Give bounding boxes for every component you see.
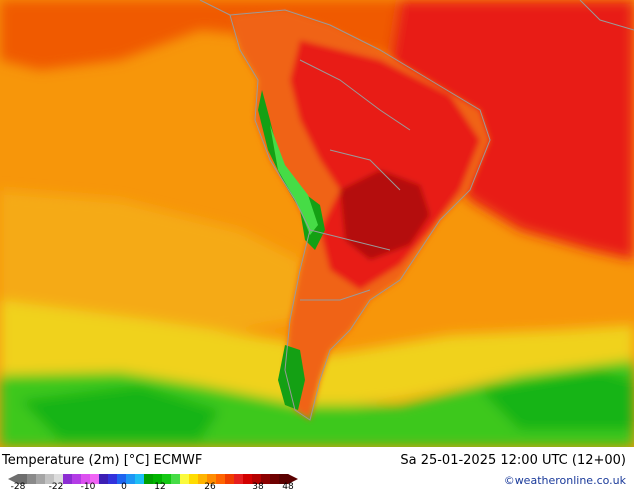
- scale-swatch: [216, 474, 226, 484]
- scale-tick-label: 38: [252, 482, 264, 492]
- temperature-map: [0, 0, 634, 447]
- scale-swatch: [45, 474, 55, 484]
- scale-swatch: [108, 474, 118, 484]
- valid-datetime: Sa 25-01-2025 12:00 UTC (12+00): [400, 453, 626, 468]
- color-scale-bar: [8, 474, 298, 484]
- scale-arrow-left: [8, 474, 18, 484]
- patagonia-cold: [278, 345, 305, 410]
- scale-swatch: [171, 474, 181, 484]
- scale-swatch: [117, 474, 127, 484]
- scale-swatch: [126, 474, 136, 484]
- andes-lighter-strip: [270, 125, 318, 235]
- scale-tick-label: 0: [121, 482, 127, 492]
- coastlines: [199, 0, 634, 421]
- scale-swatch: [135, 474, 145, 484]
- scale-tick-label: -10: [80, 482, 96, 492]
- pacific-cool-region: [0, 190, 300, 330]
- scale-swatch: [144, 474, 154, 484]
- scale-swatch: [63, 474, 73, 484]
- scale-swatch: [18, 474, 28, 484]
- south-colder-patches: [20, 370, 634, 440]
- scale-swatch: [243, 474, 253, 484]
- scale-swatch: [99, 474, 109, 484]
- scale-swatch: [270, 474, 280, 484]
- scale-swatch: [198, 474, 208, 484]
- scale-swatch: [27, 474, 37, 484]
- scale-swatch: [252, 474, 262, 484]
- atlantic-hot-region: [390, 0, 634, 260]
- scale-swatch: [90, 474, 100, 484]
- scale-swatch: [225, 474, 235, 484]
- map-title: Temperature (2m) [°C] ECMWF: [2, 453, 203, 468]
- copyright-link[interactable]: ©weatheronline.co.uk: [503, 474, 626, 487]
- scale-tick-label: 12: [154, 482, 166, 492]
- color-scale: [8, 471, 308, 490]
- scale-tick-label: 48: [282, 482, 294, 492]
- scale-swatch: [180, 474, 190, 484]
- scale-arrow-right: [288, 474, 298, 484]
- scale-swatch: [189, 474, 199, 484]
- scale-swatch: [207, 474, 217, 484]
- footer: Temperature (2m) [°C] ECMWF Sa 25-01-202…: [0, 447, 634, 492]
- scale-swatch: [153, 474, 163, 484]
- scale-swatch: [81, 474, 91, 484]
- hot-interior: [290, 40, 480, 290]
- scale-swatch: [72, 474, 82, 484]
- scale-tick-label: -28: [10, 482, 26, 492]
- scale-swatch: [261, 474, 271, 484]
- scale-swatch: [162, 474, 172, 484]
- hottest-core: [340, 170, 430, 260]
- scale-tick-label: -22: [48, 482, 64, 492]
- scale-swatch: [234, 474, 244, 484]
- scale-tick-label: 26: [204, 482, 216, 492]
- scale-swatch: [279, 474, 289, 484]
- scale-swatch: [54, 474, 64, 484]
- scale-swatch: [36, 474, 46, 484]
